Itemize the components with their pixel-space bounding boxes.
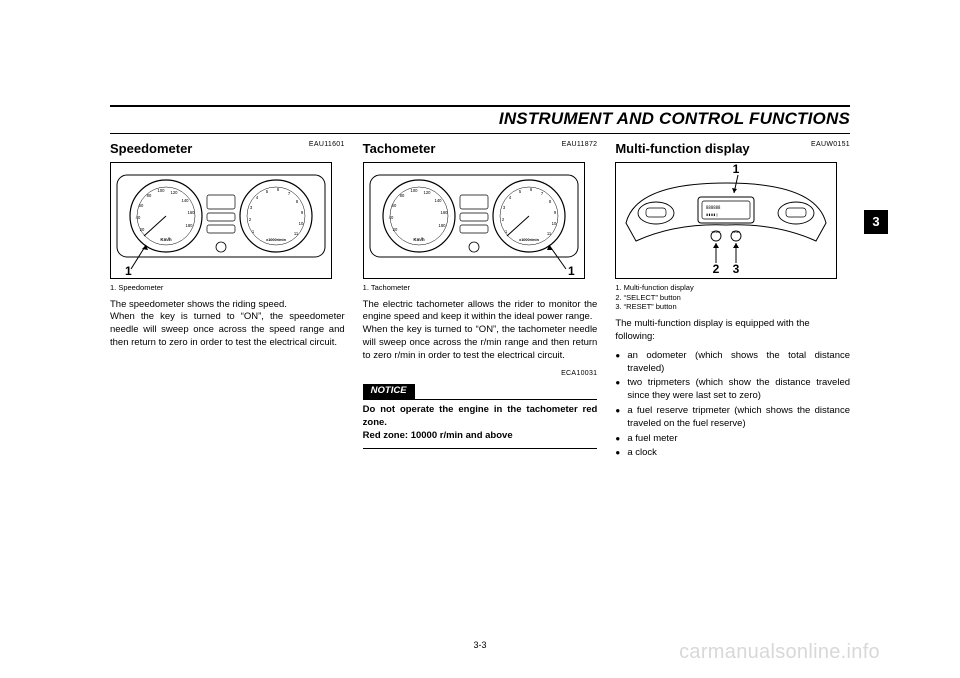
svg-text:3: 3 — [250, 205, 253, 210]
svg-text:11: 11 — [294, 231, 299, 236]
svg-text:160: 160 — [440, 210, 448, 215]
column-tachometer: EAU11872 Tachometer 20 40 6080 100 120 140… — [363, 140, 598, 462]
svg-text:120: 120 — [423, 190, 431, 195]
ref-id: ECA10031 — [561, 369, 597, 378]
caption-line: 1. Multi-function display — [615, 283, 850, 293]
ref-id: EAU11601 — [309, 140, 345, 149]
svg-text:1: 1 — [125, 264, 132, 278]
figure-caption: 1. Speedometer — [110, 283, 345, 293]
notice-rule-bottom — [363, 448, 598, 449]
svg-text:60: 60 — [391, 203, 396, 208]
section-title: Speedometer — [110, 141, 192, 156]
figure-caption: 1. Multi-function display 2. “SELECT” bu… — [615, 283, 850, 312]
svg-text:180: 180 — [186, 223, 194, 228]
svg-text:10: 10 — [299, 221, 304, 226]
figure-tachometer: 20 40 6080 100 120 140 160 180 Km/h — [363, 162, 585, 279]
body-intro: The multi-function display is equipped w… — [615, 318, 850, 344]
svg-text:120: 120 — [171, 190, 179, 195]
svg-text:9: 9 — [301, 210, 304, 215]
svg-text:▮▮▮▮▯: ▮▮▮▮▯ — [706, 212, 718, 217]
svg-text:160: 160 — [188, 210, 196, 215]
ref-id: EAU11872 — [562, 140, 598, 149]
svg-text:8: 8 — [549, 199, 552, 204]
page-content: INSTRUMENT AND CONTROL FUNCTIONS EAU1160… — [110, 105, 850, 462]
svg-text:x1000r/min: x1000r/min — [266, 238, 287, 242]
svg-text:1: 1 — [252, 229, 255, 234]
svg-text:11: 11 — [546, 231, 551, 236]
svg-text:5: 5 — [519, 189, 522, 194]
column-multifunction: EAUW0151 Multi-function display 888888 — [615, 140, 850, 462]
svg-text:6: 6 — [530, 187, 533, 192]
watermark: carmanualsonline.info — [679, 641, 880, 664]
svg-text:4: 4 — [256, 195, 259, 200]
svg-text:5: 5 — [266, 189, 269, 194]
section-title: Multi-function display — [615, 141, 749, 156]
list-item: two tripmeters (which show the distance … — [615, 377, 850, 403]
body-text: The speedometer shows the riding speed.W… — [110, 299, 345, 350]
svg-text:Km/h: Km/h — [160, 237, 172, 242]
page-header: INSTRUMENT AND CONTROL FUNCTIONS — [110, 105, 850, 134]
svg-text:2: 2 — [502, 217, 505, 222]
svg-text:7: 7 — [288, 191, 291, 196]
list-item: a fuel meter — [615, 433, 850, 446]
list-item: a fuel reserve tripmeter (which shows th… — [615, 405, 850, 431]
figure-caption: 1. Tachometer — [363, 283, 598, 293]
svg-text:80: 80 — [147, 193, 152, 198]
svg-text:3: 3 — [503, 205, 506, 210]
column-speedometer: EAU11601 Speedometer 20 40 6080 100 120 — [110, 140, 345, 462]
chapter-tab: 3 — [864, 210, 888, 234]
svg-text:40: 40 — [136, 215, 141, 220]
caption-line: 2. “SELECT” button — [615, 293, 850, 303]
notice-rule-top: NOTICE — [363, 378, 598, 400]
notice-text: Do not operate the engine in the tachome… — [363, 404, 598, 442]
caption-line: 3. “RESET” button — [615, 302, 850, 312]
svg-text:1: 1 — [733, 163, 740, 176]
svg-text:140: 140 — [434, 198, 442, 203]
svg-text:60: 60 — [139, 203, 144, 208]
svg-text:SELECT: SELECT — [712, 232, 722, 234]
svg-text:20: 20 — [392, 227, 397, 232]
list-item: an odometer (which shows the total dista… — [615, 350, 850, 376]
figure-speedometer: 20 40 6080 100 120 140 160 180 Km/h — [110, 162, 332, 279]
section-title: Tachometer — [363, 141, 436, 156]
svg-text:7: 7 — [541, 191, 544, 196]
svg-text:80: 80 — [399, 193, 404, 198]
svg-text:140: 140 — [182, 198, 190, 203]
svg-text:1: 1 — [568, 264, 575, 278]
svg-text:2: 2 — [249, 217, 252, 222]
body-text: The electric tachometer allows the rider… — [363, 299, 598, 363]
svg-text:20: 20 — [140, 227, 145, 232]
svg-text:888888: 888888 — [706, 205, 721, 210]
columns: EAU11601 Speedometer 2040 6080 100120 — [110, 140, 850, 462]
svg-text:1: 1 — [505, 229, 508, 234]
svg-text:8: 8 — [296, 199, 299, 204]
svg-text:RESET: RESET — [733, 232, 741, 234]
svg-text:100: 100 — [158, 188, 166, 193]
list-item: a clock — [615, 447, 850, 460]
figure-multifunction: 888888 ▮▮▮▮▯ SELECT RESET 1 2 — [615, 162, 837, 279]
svg-text:Km/h: Km/h — [413, 237, 425, 242]
svg-text:2: 2 — [713, 262, 720, 276]
svg-text:6: 6 — [277, 187, 280, 192]
svg-text:10: 10 — [551, 221, 556, 226]
notice-label: NOTICE — [363, 384, 415, 399]
svg-text:100: 100 — [410, 188, 418, 193]
svg-text:4: 4 — [509, 195, 512, 200]
bullet-list: an odometer (which shows the total dista… — [615, 350, 850, 461]
svg-text:9: 9 — [554, 210, 557, 215]
svg-text:40: 40 — [388, 215, 393, 220]
svg-text:180: 180 — [438, 223, 446, 228]
ref-id: EAUW0151 — [811, 140, 850, 149]
svg-text:x1000r/min: x1000r/min — [519, 238, 540, 242]
svg-text:3: 3 — [733, 262, 740, 276]
